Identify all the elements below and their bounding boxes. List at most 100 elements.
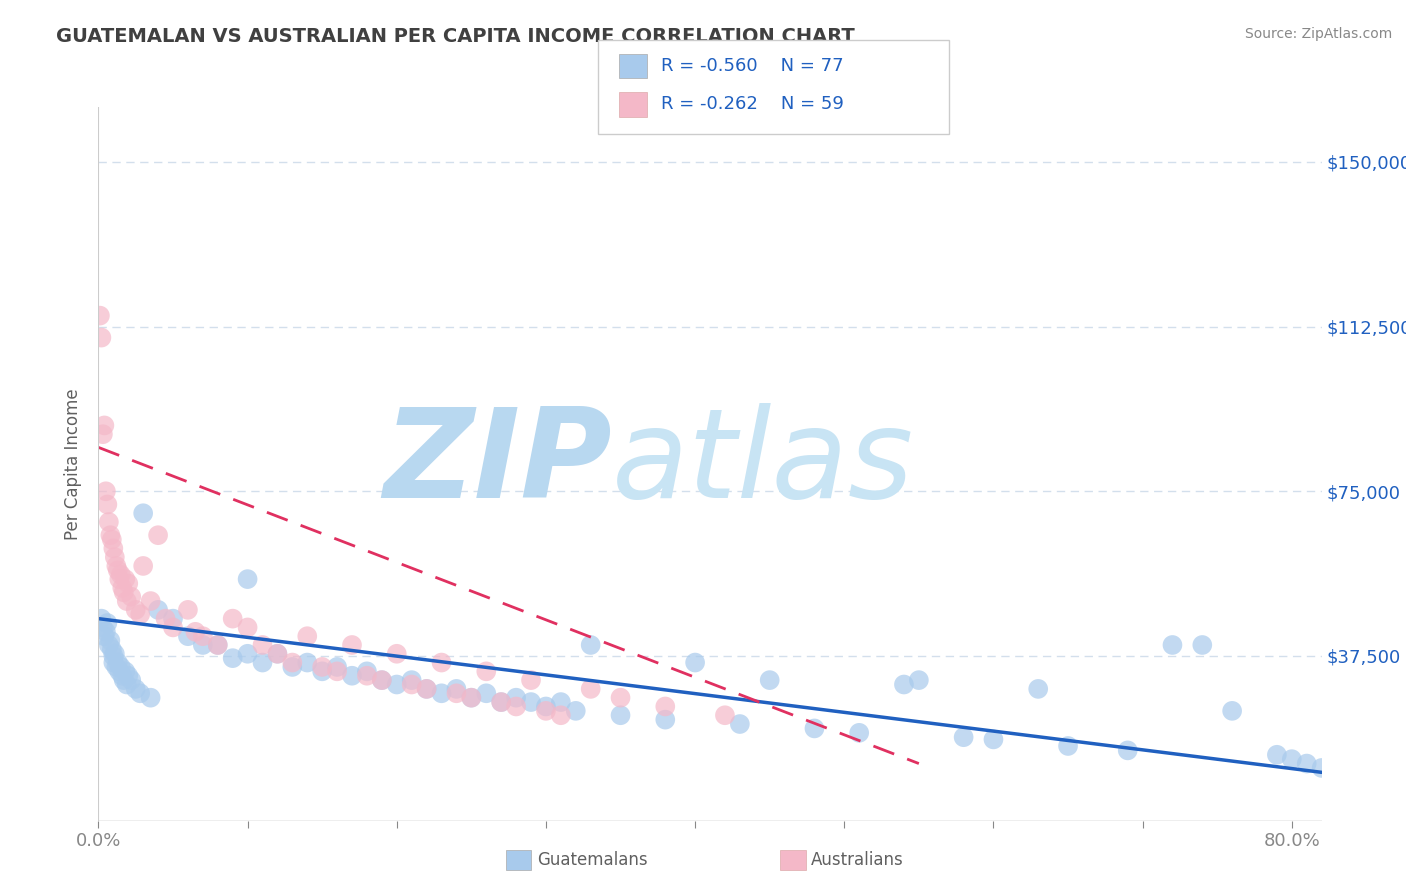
- Point: [97, 515, 120, 529]
- Point: [111, 669, 134, 683]
- Point: [385, 647, 408, 661]
- Point: [1191, 638, 1213, 652]
- Point: [191, 638, 214, 652]
- Point: [893, 677, 915, 691]
- Point: [520, 695, 543, 709]
- Point: [340, 669, 363, 683]
- Text: atlas: atlas: [612, 403, 914, 524]
- Point: [110, 660, 132, 674]
- Point: [108, 665, 131, 679]
- Point: [311, 660, 333, 674]
- Point: [1057, 739, 1080, 753]
- Point: [207, 638, 229, 652]
- Point: [110, 567, 132, 582]
- Point: [430, 686, 453, 700]
- Point: [326, 665, 349, 679]
- Point: [489, 695, 512, 709]
- Point: [281, 660, 304, 674]
- Point: [184, 624, 207, 639]
- Point: [415, 681, 437, 696]
- Point: [654, 713, 676, 727]
- Point: [108, 572, 131, 586]
- Point: [266, 647, 288, 661]
- Point: [93, 629, 115, 643]
- Point: [129, 686, 152, 700]
- Text: R = -0.262    N = 59: R = -0.262 N = 59: [661, 95, 844, 113]
- Point: [98, 528, 121, 542]
- Point: [129, 607, 152, 622]
- Point: [104, 550, 127, 565]
- Point: [534, 704, 557, 718]
- Point: [191, 629, 214, 643]
- Point: [534, 699, 557, 714]
- Point: [112, 673, 135, 687]
- Point: [1281, 752, 1303, 766]
- Text: ZIP: ZIP: [384, 403, 612, 524]
- Point: [236, 620, 259, 634]
- Point: [520, 673, 543, 687]
- Point: [297, 656, 319, 670]
- Point: [177, 629, 200, 643]
- Point: [115, 677, 138, 691]
- Point: [107, 563, 129, 577]
- Point: [120, 673, 142, 687]
- Point: [683, 656, 706, 670]
- Point: [114, 665, 136, 679]
- Text: R = -0.560    N = 77: R = -0.560 N = 77: [661, 57, 844, 75]
- Text: Guatemalans: Guatemalans: [537, 851, 648, 869]
- Point: [162, 620, 184, 634]
- Point: [221, 612, 243, 626]
- Point: [1310, 761, 1333, 775]
- Point: [146, 528, 169, 542]
- Point: [489, 695, 512, 709]
- Point: [89, 309, 111, 323]
- Point: [125, 603, 148, 617]
- Point: [155, 612, 177, 626]
- Point: [714, 708, 737, 723]
- Point: [90, 612, 112, 626]
- Point: [371, 673, 394, 687]
- Point: [1026, 681, 1049, 696]
- Point: [91, 427, 114, 442]
- Point: [475, 665, 498, 679]
- Point: [132, 558, 155, 573]
- Point: [114, 572, 136, 586]
- Point: [415, 681, 437, 696]
- Point: [125, 681, 148, 696]
- Point: [460, 690, 482, 705]
- Point: [1265, 747, 1288, 762]
- Point: [983, 732, 1005, 747]
- Point: [758, 673, 780, 687]
- Point: [207, 638, 229, 652]
- Point: [94, 484, 117, 499]
- Point: [565, 704, 588, 718]
- Point: [460, 690, 482, 705]
- Point: [177, 603, 200, 617]
- Point: [550, 695, 572, 709]
- Point: [236, 572, 259, 586]
- Point: [146, 603, 169, 617]
- Point: [236, 647, 259, 661]
- Point: [266, 647, 288, 661]
- Point: [103, 656, 125, 670]
- Point: [371, 673, 394, 687]
- Point: [139, 690, 162, 705]
- Point: [401, 673, 423, 687]
- Point: [550, 708, 572, 723]
- Point: [104, 647, 127, 661]
- Point: [401, 677, 423, 691]
- Y-axis label: Per Capita Income: Per Capita Income: [65, 388, 83, 540]
- Point: [103, 541, 125, 556]
- Point: [117, 669, 139, 683]
- Point: [252, 656, 274, 670]
- Point: [107, 656, 129, 670]
- Point: [326, 660, 349, 674]
- Point: [908, 673, 931, 687]
- Point: [356, 665, 378, 679]
- Point: [98, 633, 121, 648]
- Point: [162, 612, 184, 626]
- Point: [1220, 704, 1243, 718]
- Text: Source: ZipAtlas.com: Source: ZipAtlas.com: [1244, 27, 1392, 41]
- Point: [91, 620, 114, 634]
- Point: [105, 660, 128, 674]
